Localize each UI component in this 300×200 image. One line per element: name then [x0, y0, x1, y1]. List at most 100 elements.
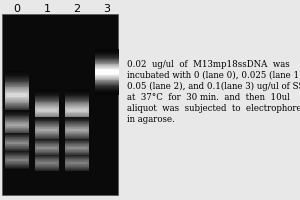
Bar — [65, 96, 89, 97]
Bar — [65, 100, 89, 101]
Bar — [7, 93, 27, 97]
Bar — [5, 77, 29, 78]
Bar — [65, 117, 89, 118]
Bar — [5, 101, 29, 102]
Bar — [5, 98, 29, 99]
Bar — [5, 168, 29, 169]
Bar — [65, 157, 89, 158]
Bar — [35, 161, 59, 162]
Bar — [5, 86, 29, 87]
Bar — [95, 83, 119, 84]
Bar — [5, 137, 29, 138]
Bar — [7, 124, 27, 126]
Bar — [95, 51, 119, 52]
Bar — [65, 140, 89, 141]
Bar — [67, 147, 87, 149]
Bar — [35, 124, 59, 126]
Bar — [5, 132, 29, 133]
Bar — [5, 123, 29, 124]
Bar — [35, 132, 59, 133]
Bar — [35, 124, 59, 125]
Bar — [95, 85, 119, 87]
Bar — [65, 152, 89, 153]
Bar — [95, 80, 119, 82]
Bar — [5, 152, 29, 153]
Bar — [35, 139, 59, 140]
Bar — [35, 162, 59, 163]
Bar — [5, 162, 29, 163]
Bar — [35, 106, 59, 107]
Bar — [65, 155, 89, 156]
Bar — [65, 157, 89, 158]
Bar — [65, 151, 89, 152]
Bar — [35, 110, 59, 111]
Bar — [65, 125, 89, 126]
Bar — [5, 141, 29, 142]
Bar — [35, 104, 59, 105]
Bar — [95, 90, 119, 91]
Bar — [5, 114, 29, 115]
Bar — [35, 159, 59, 160]
Bar — [5, 151, 29, 152]
Bar — [35, 156, 59, 157]
Bar — [95, 93, 119, 94]
Bar — [5, 159, 29, 160]
Bar — [5, 82, 29, 83]
Bar — [65, 112, 89, 113]
Bar — [65, 129, 89, 130]
Bar — [5, 155, 29, 156]
Bar — [65, 127, 89, 129]
Bar — [5, 76, 29, 77]
Bar — [35, 113, 59, 115]
Bar — [95, 74, 119, 75]
Bar — [65, 150, 89, 151]
Bar — [5, 137, 29, 138]
Bar — [5, 103, 29, 105]
Bar — [65, 164, 89, 165]
Bar — [35, 170, 59, 171]
Bar — [5, 160, 29, 161]
Bar — [5, 116, 29, 117]
Bar — [5, 71, 29, 72]
Text: aliquot  was  subjected  to  electrophoresis: aliquot was subjected to electrophoresis — [127, 104, 300, 113]
Bar — [95, 86, 119, 87]
Bar — [65, 103, 89, 104]
Bar — [95, 62, 119, 63]
Bar — [5, 85, 29, 86]
Bar — [5, 145, 29, 146]
Bar — [35, 120, 59, 121]
Bar — [37, 147, 57, 149]
Bar — [65, 128, 89, 129]
Bar — [5, 154, 29, 155]
Bar — [65, 153, 89, 154]
Bar — [65, 139, 89, 141]
Bar — [65, 145, 89, 146]
Bar — [5, 135, 29, 136]
Bar — [5, 99, 29, 100]
Bar — [35, 119, 59, 120]
Bar — [65, 147, 89, 148]
Bar — [5, 74, 29, 75]
Bar — [35, 167, 59, 168]
Bar — [35, 114, 59, 115]
Bar — [5, 165, 29, 166]
Bar — [65, 129, 89, 131]
Bar — [65, 127, 89, 128]
Bar — [35, 107, 59, 109]
Bar — [65, 150, 89, 151]
Bar — [35, 117, 59, 118]
Bar — [5, 108, 29, 109]
Bar — [5, 78, 29, 79]
Bar — [5, 92, 29, 94]
Bar — [95, 58, 119, 59]
Bar — [5, 149, 29, 150]
Bar — [35, 156, 59, 157]
Text: 0.05 (lane 2), and 0.1(lane 3) ug/ul of SSB: 0.05 (lane 2), and 0.1(lane 3) ug/ul of … — [127, 82, 300, 91]
Bar — [5, 138, 29, 139]
Bar — [5, 116, 29, 117]
Bar — [5, 133, 29, 134]
Bar — [5, 94, 29, 95]
Bar — [5, 133, 29, 134]
Bar — [65, 131, 89, 132]
Bar — [65, 144, 89, 145]
